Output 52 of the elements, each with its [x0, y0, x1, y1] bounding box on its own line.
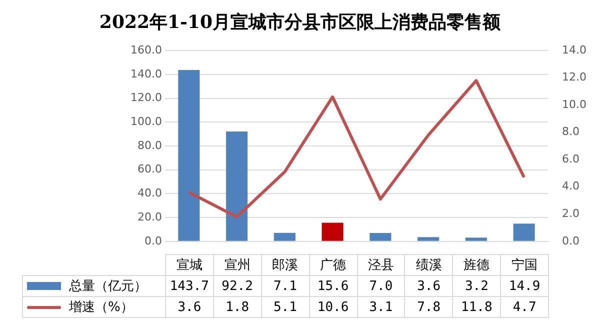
legend-label: 总量（亿元）: [22, 276, 166, 296]
bar: [274, 232, 296, 241]
x-tick-label: 郎溪: [261, 254, 310, 276]
x-tick-label: 宁国: [500, 254, 548, 276]
y-tick-label: 160.0: [130, 43, 162, 56]
data-label: 4.7: [500, 296, 548, 318]
data-label: 15.6: [309, 276, 357, 296]
chart-title: 2022年1-10月宣城市分县市区限上消费品零售额: [98, 11, 502, 35]
data-label: 11.8: [452, 296, 501, 318]
data-label: 14.9: [500, 276, 548, 296]
bar: [465, 238, 487, 241]
legend-label: 增速（%）: [22, 296, 166, 318]
y2-tick-label: 8.0: [562, 125, 580, 138]
bar: [322, 222, 344, 241]
data-label: 143.7: [166, 276, 214, 296]
data-label: 7.0: [357, 276, 405, 296]
data-label: 3.2: [452, 276, 501, 296]
y2-tick-label: 12.0: [562, 70, 586, 84]
data-label: 1.8: [213, 296, 262, 318]
y2-tick-label: 14.0: [562, 43, 586, 56]
bar: [418, 237, 440, 241]
y-tick-label: 40.0: [138, 186, 162, 200]
y2-tick-label: 0.0: [562, 234, 580, 248]
bar: [513, 224, 535, 241]
y2-tick-label: 4.0: [562, 180, 580, 193]
x-tick-label: 泾县: [357, 254, 405, 276]
y-tick-label: 120.0: [130, 91, 162, 104]
x-tick-label: 广德: [309, 254, 357, 276]
y-tick-label: 60.0: [138, 162, 162, 176]
x-tick-label: 旌德: [452, 254, 501, 276]
bar: [178, 70, 200, 241]
data-label: 7.8: [404, 296, 453, 318]
data-label: 7.1: [261, 276, 310, 296]
y-tick-label: 140.0: [130, 67, 162, 80]
data-label: 92.2: [213, 276, 262, 296]
y2-tick-label: 6.0: [562, 152, 580, 166]
y-tick-label: 80.0: [138, 138, 162, 152]
y2-tick-label: 10.0: [562, 98, 586, 111]
data-label: 5.1: [261, 296, 310, 318]
data-label: 10.6: [309, 296, 357, 318]
x-tick-label: 宣州: [213, 254, 262, 276]
y-tick-label: 100.0: [130, 115, 162, 128]
y-tick-label: 20.0: [138, 210, 162, 224]
y2-tick-label: 2.0: [562, 207, 580, 220]
bar: [370, 233, 392, 241]
data-label: 3.6: [404, 276, 453, 296]
data-label: 3.6: [166, 296, 214, 318]
x-tick-label: 绩溪: [404, 254, 453, 276]
x-tick-label: 宣城: [166, 254, 214, 276]
bar: [226, 131, 248, 241]
y-tick-label: 0.0: [144, 234, 162, 248]
data-label: 3.1: [357, 296, 405, 318]
